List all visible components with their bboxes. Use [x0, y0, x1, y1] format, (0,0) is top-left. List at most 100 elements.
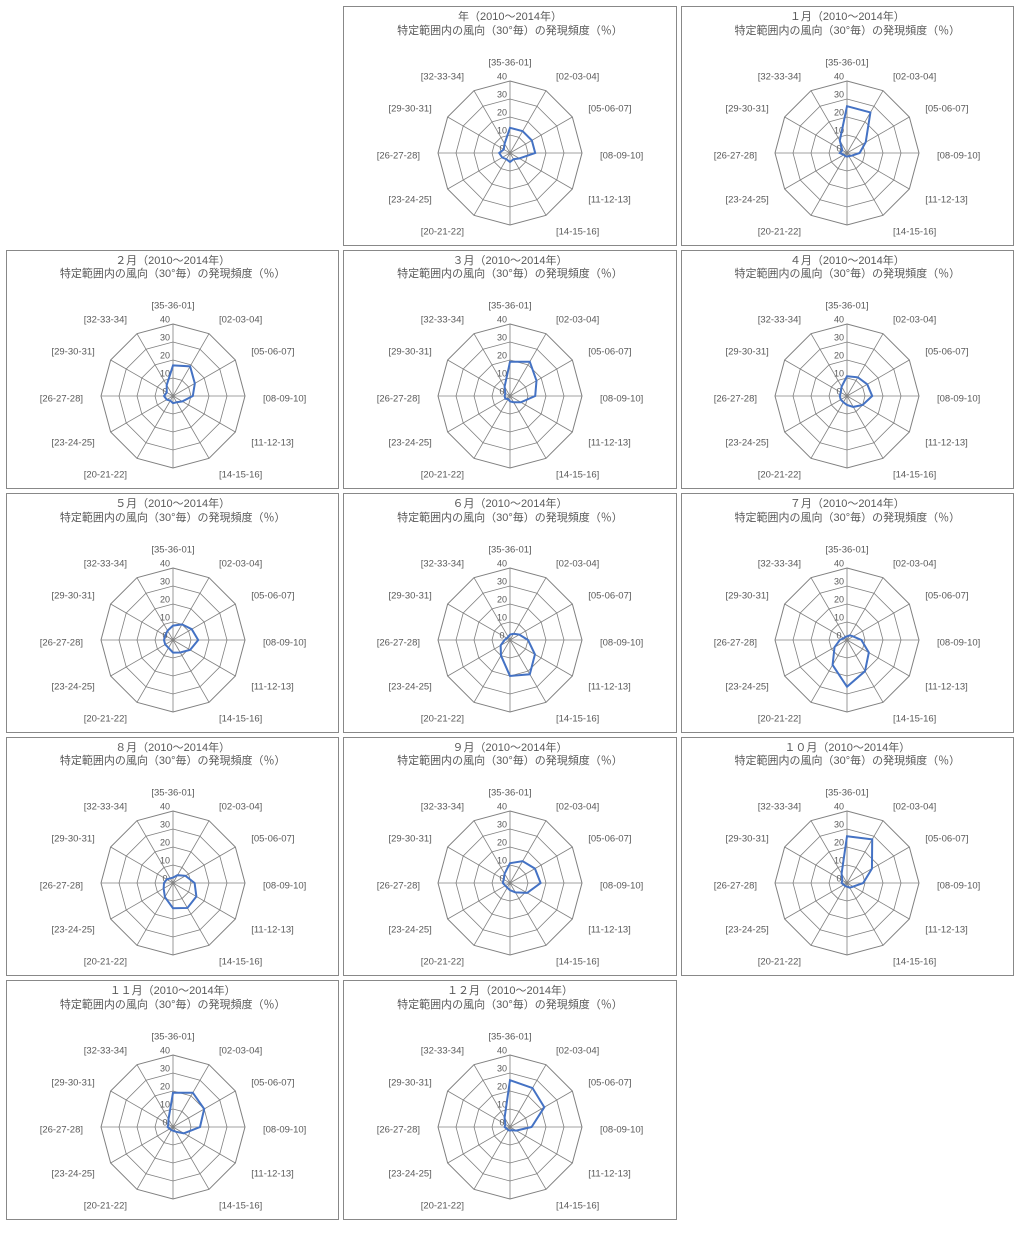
axis-spoke	[510, 117, 572, 153]
category-label: [23-24-25]	[388, 194, 431, 205]
category-label: [11-12-13]	[926, 438, 969, 449]
axis-spoke	[847, 117, 909, 153]
data-series	[842, 836, 873, 887]
axis-spoke	[847, 396, 883, 458]
category-label: [29-30-31]	[51, 834, 94, 845]
tick-label: 40	[497, 314, 507, 324]
tick-label: 10	[497, 855, 507, 865]
data-series	[833, 635, 869, 686]
category-label: [32-33-34]	[83, 801, 126, 812]
tick-label: 30	[834, 332, 844, 342]
category-label: [14-15-16]	[893, 470, 936, 481]
category-label: [20-21-22]	[758, 957, 801, 968]
category-label: [17-18-19]	[488, 730, 531, 731]
tick-label: 20	[497, 837, 507, 847]
category-label: [14-15-16]	[556, 226, 599, 237]
panel-title: １月（2010～2014年） 特定範囲内の風向（30°毎）の発現頻度（％）	[682, 11, 1013, 39]
tick-label: 30	[497, 332, 507, 342]
panel-title: ８月（2010～2014年） 特定範囲内の風向（30°毎）の発現頻度（％）	[7, 742, 338, 770]
category-label: [08-09-10]	[600, 394, 643, 405]
axis-spoke	[474, 640, 510, 702]
category-label: [08-09-10]	[263, 394, 306, 405]
chart-wrap: 010203040[35-36-01][02-03-04][05-06-07][…	[344, 284, 675, 488]
category-label: [23-24-25]	[388, 438, 431, 449]
axis-spoke	[474, 396, 510, 458]
radar-chart: 010203040[35-36-01][02-03-04][05-06-07][…	[13, 771, 333, 975]
category-label: [23-24-25]	[726, 194, 769, 205]
category-label: [17-18-19]	[151, 974, 194, 975]
category-label: [11-12-13]	[926, 925, 969, 936]
axis-spoke	[474, 883, 510, 945]
category-label: [35-36-01]	[488, 1031, 531, 1042]
chart-wrap: 010203040[35-36-01][02-03-04][05-06-07][…	[344, 1015, 675, 1219]
tick-label: 30	[160, 576, 170, 586]
tick-label: 40	[834, 801, 844, 811]
category-label: [11-12-13]	[588, 925, 631, 936]
axis-spoke	[510, 360, 572, 396]
category-label: [11-12-13]	[588, 194, 631, 205]
axis-spoke	[847, 821, 883, 883]
category-label: [11-12-13]	[588, 438, 631, 449]
category-label: [08-09-10]	[600, 150, 643, 161]
tick-label: 20	[160, 594, 170, 604]
category-label: [29-30-31]	[726, 590, 769, 601]
category-label: [35-36-01]	[488, 301, 531, 312]
axis-spoke	[510, 1091, 572, 1127]
category-label: [17-18-19]	[826, 487, 869, 488]
axis-spoke	[474, 1127, 510, 1189]
chart-wrap: 010203040[35-36-01][02-03-04][05-06-07][…	[344, 41, 675, 245]
category-label: [20-21-22]	[421, 226, 464, 237]
panel-annual: 年（2010～2014年） 特定範囲内の風向（30°毎）の発現頻度（％）0102…	[343, 6, 676, 246]
axis-spoke	[510, 153, 546, 215]
axis-spoke	[137, 640, 173, 702]
tick-label: 20	[160, 1081, 170, 1091]
tick-label: 10	[160, 855, 170, 865]
panel-title: １１月（2010～2014年） 特定範囲内の風向（30°毎）の発現頻度（％）	[7, 985, 338, 1013]
category-label: [05-06-07]	[251, 347, 294, 358]
category-label: [29-30-31]	[388, 347, 431, 358]
panel-m08: ８月（2010～2014年） 特定範囲内の風向（30°毎）の発現頻度（％）010…	[6, 737, 339, 977]
chart-wrap: 010203040[35-36-01][02-03-04][05-06-07][…	[682, 284, 1013, 488]
category-label: [02-03-04]	[219, 1045, 262, 1056]
category-label: [08-09-10]	[937, 394, 980, 405]
category-label: [14-15-16]	[556, 713, 599, 724]
category-label: [14-15-16]	[556, 1200, 599, 1211]
category-label: [17-18-19]	[488, 974, 531, 975]
axis-spoke	[847, 604, 909, 640]
axis-spoke	[510, 90, 546, 152]
panel-title: ２月（2010～2014年） 特定範囲内の風向（30°毎）の発現頻度（％）	[7, 255, 338, 283]
category-label: [29-30-31]	[51, 1077, 94, 1088]
category-label: [23-24-25]	[51, 925, 94, 936]
tick-label: 20	[834, 594, 844, 604]
axis-spoke	[847, 153, 883, 215]
category-label: [29-30-31]	[726, 103, 769, 114]
chart-wrap: 010203040[35-36-01][02-03-04][05-06-07][…	[682, 771, 1013, 975]
panel-title: 年（2010～2014年） 特定範囲内の風向（30°毎）の発現頻度（％）	[344, 11, 675, 39]
radar-chart: 010203040[35-36-01][02-03-04][05-06-07][…	[13, 284, 333, 488]
category-label: [17-18-19]	[826, 730, 869, 731]
chart-wrap: 010203040[35-36-01][02-03-04][05-06-07][…	[682, 41, 1013, 245]
tick-label: 40	[160, 1045, 170, 1055]
category-label: [20-21-22]	[421, 470, 464, 481]
category-label: [05-06-07]	[588, 834, 631, 845]
category-label: [02-03-04]	[556, 558, 599, 569]
tick-label: 20	[497, 594, 507, 604]
axis-spoke	[811, 883, 847, 945]
category-label: [26-27-28]	[714, 394, 757, 405]
tick-label: 30	[497, 1063, 507, 1073]
axis-spoke	[510, 883, 572, 919]
chart-wrap: 010203040[35-36-01][02-03-04][05-06-07][…	[344, 771, 675, 975]
tick-label: 10	[834, 368, 844, 378]
category-label: [35-36-01]	[151, 301, 194, 312]
panel-m07: ７月（2010～2014年） 特定範囲内の風向（30°毎）の発現頻度（％）010…	[681, 493, 1014, 733]
axis-spoke	[173, 640, 235, 676]
axis-spoke	[110, 640, 172, 676]
tick-label: 30	[497, 89, 507, 99]
radar-chart: 010203040[35-36-01][02-03-04][05-06-07][…	[687, 284, 1007, 488]
category-label: [08-09-10]	[263, 881, 306, 892]
chart-wrap: 010203040[35-36-01][02-03-04][05-06-07][…	[7, 284, 338, 488]
axis-spoke	[785, 153, 847, 189]
category-label: [02-03-04]	[219, 558, 262, 569]
panel-m05: ５月（2010～2014年） 特定範囲内の風向（30°毎）の発現頻度（％）010…	[6, 493, 339, 733]
category-label: [23-24-25]	[726, 681, 769, 692]
